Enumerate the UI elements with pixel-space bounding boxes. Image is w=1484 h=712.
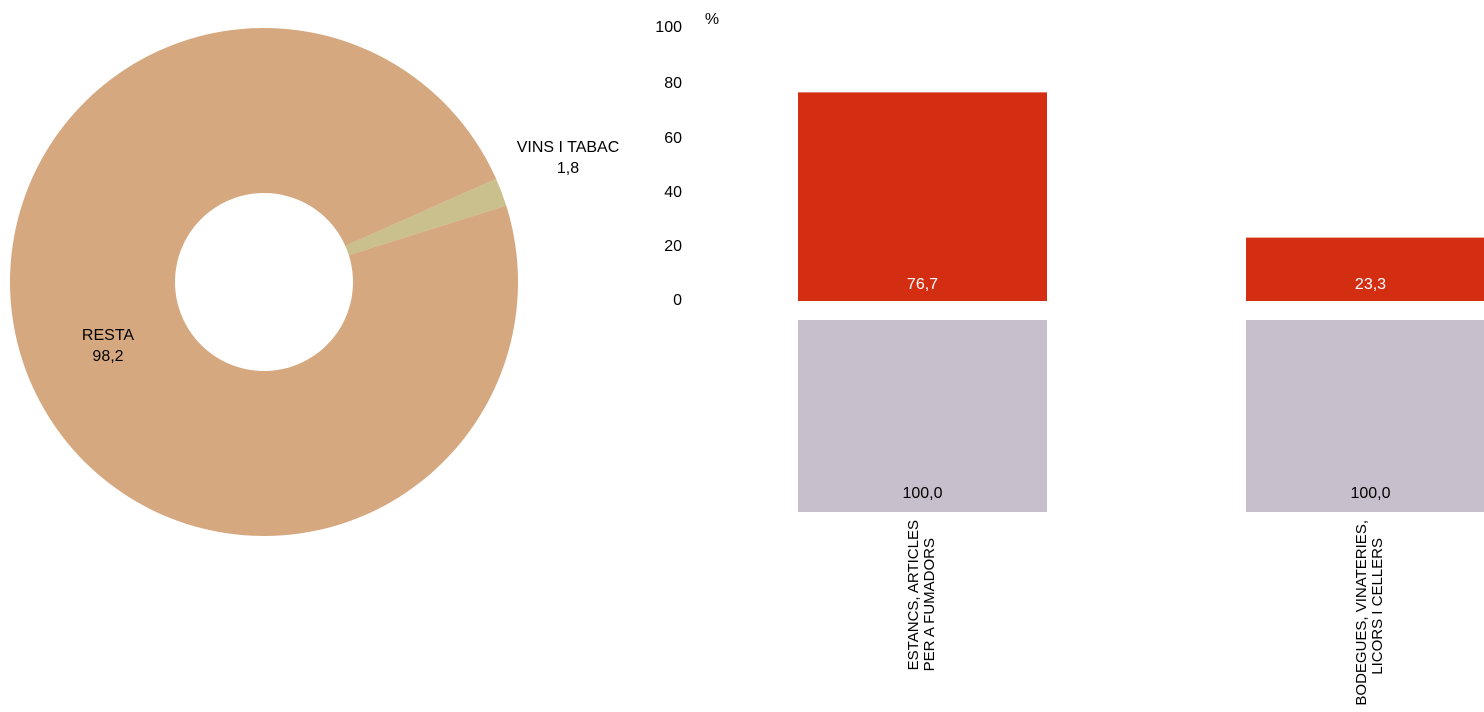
bar-red-value-label: 76,7 [907, 276, 938, 293]
bar-gray-value-label: 100,0 [902, 485, 942, 502]
category-label-estancs: ESTANCS, ARTICLES PER A FUMADORS [905, 520, 938, 671]
bar-red-value-label: 23,3 [1355, 276, 1386, 293]
y-tick-label: 100 [655, 19, 682, 36]
y-axis-unit-label: % [705, 11, 719, 28]
y-tick-label: 0 [673, 292, 682, 309]
y-tick-label: 80 [664, 75, 682, 92]
slice-label-vins-i-tabac: VINS I TABAC [517, 139, 620, 156]
y-axis-ticks: 100 80 60 40 20 0 [655, 19, 682, 309]
bar-chart: 76,7 100,0 23,3 100,0 [798, 92, 1484, 512]
category-label-line1: BODEGUES, VINATERIES, [1353, 520, 1370, 706]
y-tick-label: 40 [664, 184, 682, 201]
category-label-line2: PER A FUMADORS [921, 538, 938, 671]
bar-red-1 [1246, 237, 1484, 301]
category-label-line1: ESTANCS, ARTICLES [905, 520, 922, 670]
donut-chart [9, 27, 518, 536]
category-label-line2: LICORS I CELLERS [1369, 538, 1386, 675]
donut-slice-resta [9, 27, 518, 536]
slice-value-vins-i-tabac: 1,8 [557, 160, 579, 177]
category-label-bodegues: BODEGUES, VINATERIES, LICORS I CELLERS [1353, 520, 1386, 706]
slice-label-resta: RESTA [82, 327, 134, 344]
bar-gray-value-label: 100,0 [1350, 485, 1390, 502]
bar-gray-0 [798, 320, 1047, 512]
y-tick-label: 20 [664, 238, 682, 255]
bar-red-0 [798, 92, 1047, 301]
y-tick-label: 60 [664, 130, 682, 147]
slice-value-resta: 98,2 [92, 348, 123, 365]
donut-slice-vins-i-tabac [345, 178, 507, 256]
bar-gray-1 [1246, 320, 1484, 512]
